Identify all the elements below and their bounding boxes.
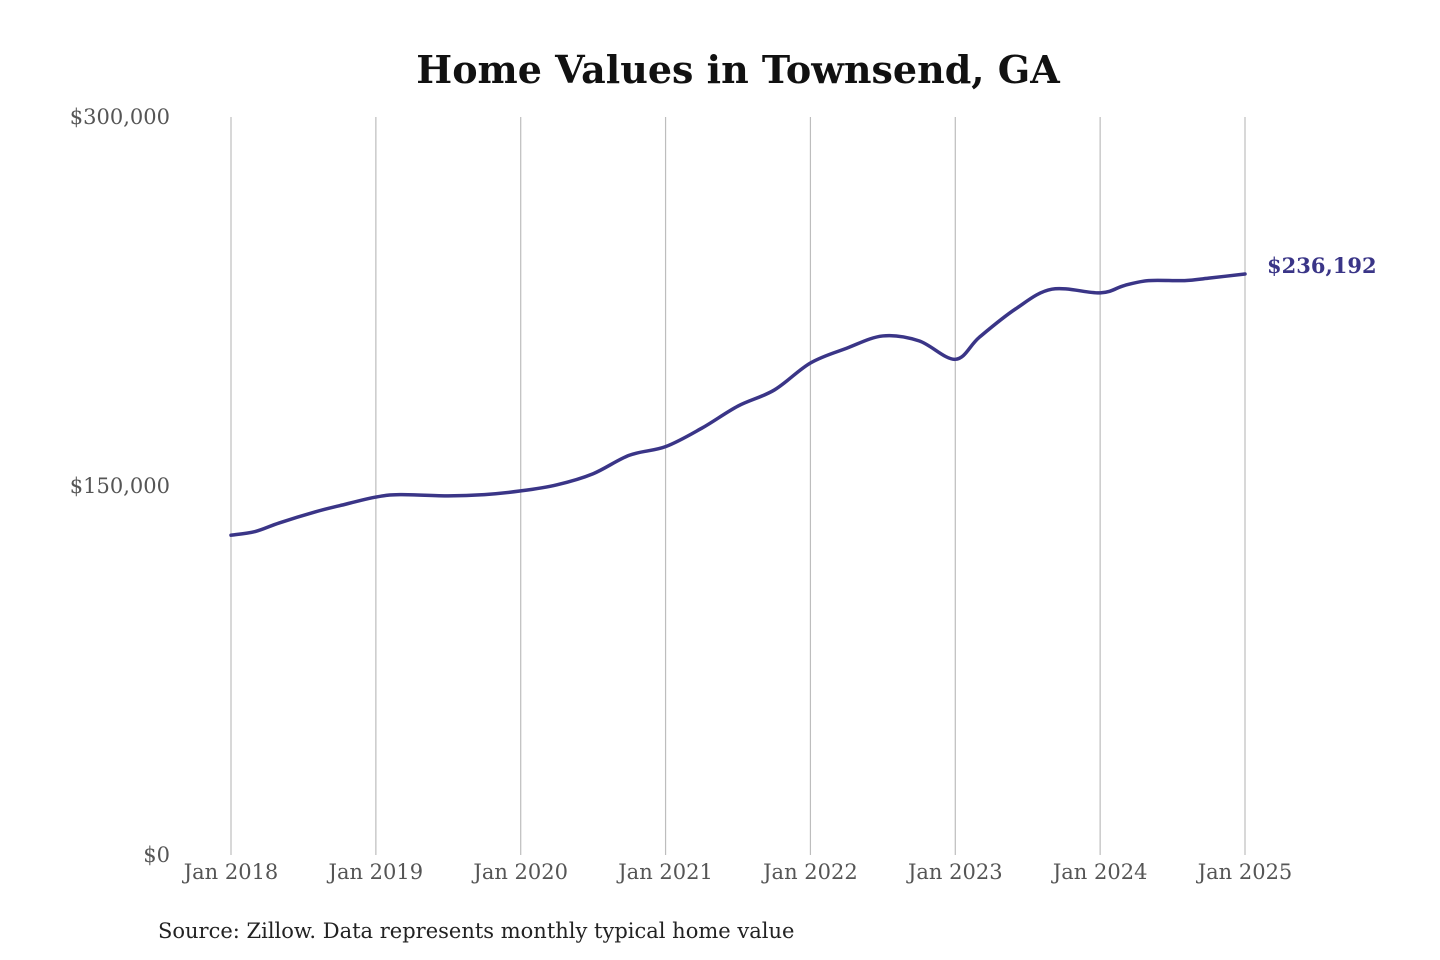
x-tick-label-7: Jan 2025 xyxy=(1196,860,1293,884)
series-layer xyxy=(229,272,1247,537)
series-line-0 xyxy=(229,272,1247,537)
y-axis-ticks: $0 $150,000 $300,000 xyxy=(70,105,170,867)
y-tick-label-1: $150,000 xyxy=(70,474,170,498)
x-tick-label-1: Jan 2019 xyxy=(327,860,424,884)
x-tick-label-0: Jan 2018 xyxy=(182,860,279,884)
x-tick-label-5: Jan 2023 xyxy=(906,860,1003,884)
y-tick-label-2: $300,000 xyxy=(70,105,170,129)
x-axis-ticks: Jan 2018 Jan 2019 Jan 2020 Jan 2021 Jan 2022… xyxy=(182,860,1293,884)
chart-title: Home Values in Townsend, GA xyxy=(416,47,1060,92)
source-note: Source: Zillow. Data represents monthly … xyxy=(158,919,794,943)
x-tick-label-3: Jan 2021 xyxy=(616,860,713,884)
end-value-label: $236,192 xyxy=(1267,253,1377,278)
y-tick-label-0: $0 xyxy=(143,843,170,867)
x-tick-label-6: Jan 2024 xyxy=(1051,860,1148,884)
gridlines xyxy=(230,117,1246,855)
x-tick-label-2: Jan 2020 xyxy=(471,860,568,884)
x-tick-label-4: Jan 2022 xyxy=(761,860,858,884)
